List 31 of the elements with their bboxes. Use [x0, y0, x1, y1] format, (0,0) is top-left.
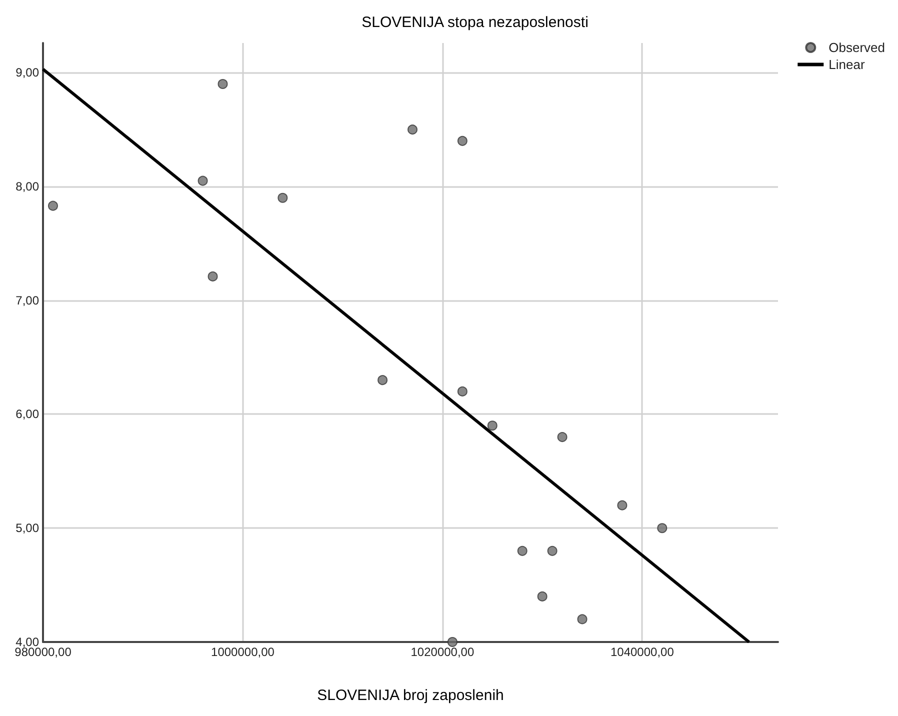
- point: [278, 192, 288, 203]
- point: [487, 420, 498, 431]
- point: [457, 136, 468, 146]
- point: [447, 637, 458, 647]
- x-tick-label: 1040000,00: [610, 645, 674, 659]
- point: [198, 176, 208, 186]
- point: [537, 591, 548, 602]
- point: [457, 386, 468, 396]
- point: [218, 79, 228, 89]
- legend-label: Linear: [828, 57, 866, 72]
- y-tick-label: 7,00: [16, 293, 40, 308]
- x-tick-label: 1000000,00: [211, 645, 275, 659]
- x-tick-label: 1020000,00: [410, 645, 474, 659]
- point: [557, 432, 568, 442]
- y-tick-label: 4,00: [16, 635, 40, 649]
- chart-title: SLOVENIJA stopa nezaposlenosti: [362, 14, 588, 31]
- y-tick-label: 8,00: [16, 179, 40, 194]
- point: [617, 500, 628, 510]
- point: [547, 546, 558, 556]
- point: [408, 124, 418, 135]
- point: [657, 523, 668, 534]
- point: [577, 614, 588, 624]
- point: [378, 375, 388, 386]
- y-tick-label: 5,00: [16, 521, 40, 536]
- point: [48, 200, 58, 211]
- y-tick-label: 6,00: [16, 407, 40, 422]
- y-tick-label: 9,00: [16, 66, 40, 80]
- x-axis-title: SLOVENIJA broj zaposlenih: [317, 687, 504, 704]
- legend-label: Observed: [828, 40, 886, 55]
- point: [208, 271, 218, 282]
- point: [517, 546, 528, 556]
